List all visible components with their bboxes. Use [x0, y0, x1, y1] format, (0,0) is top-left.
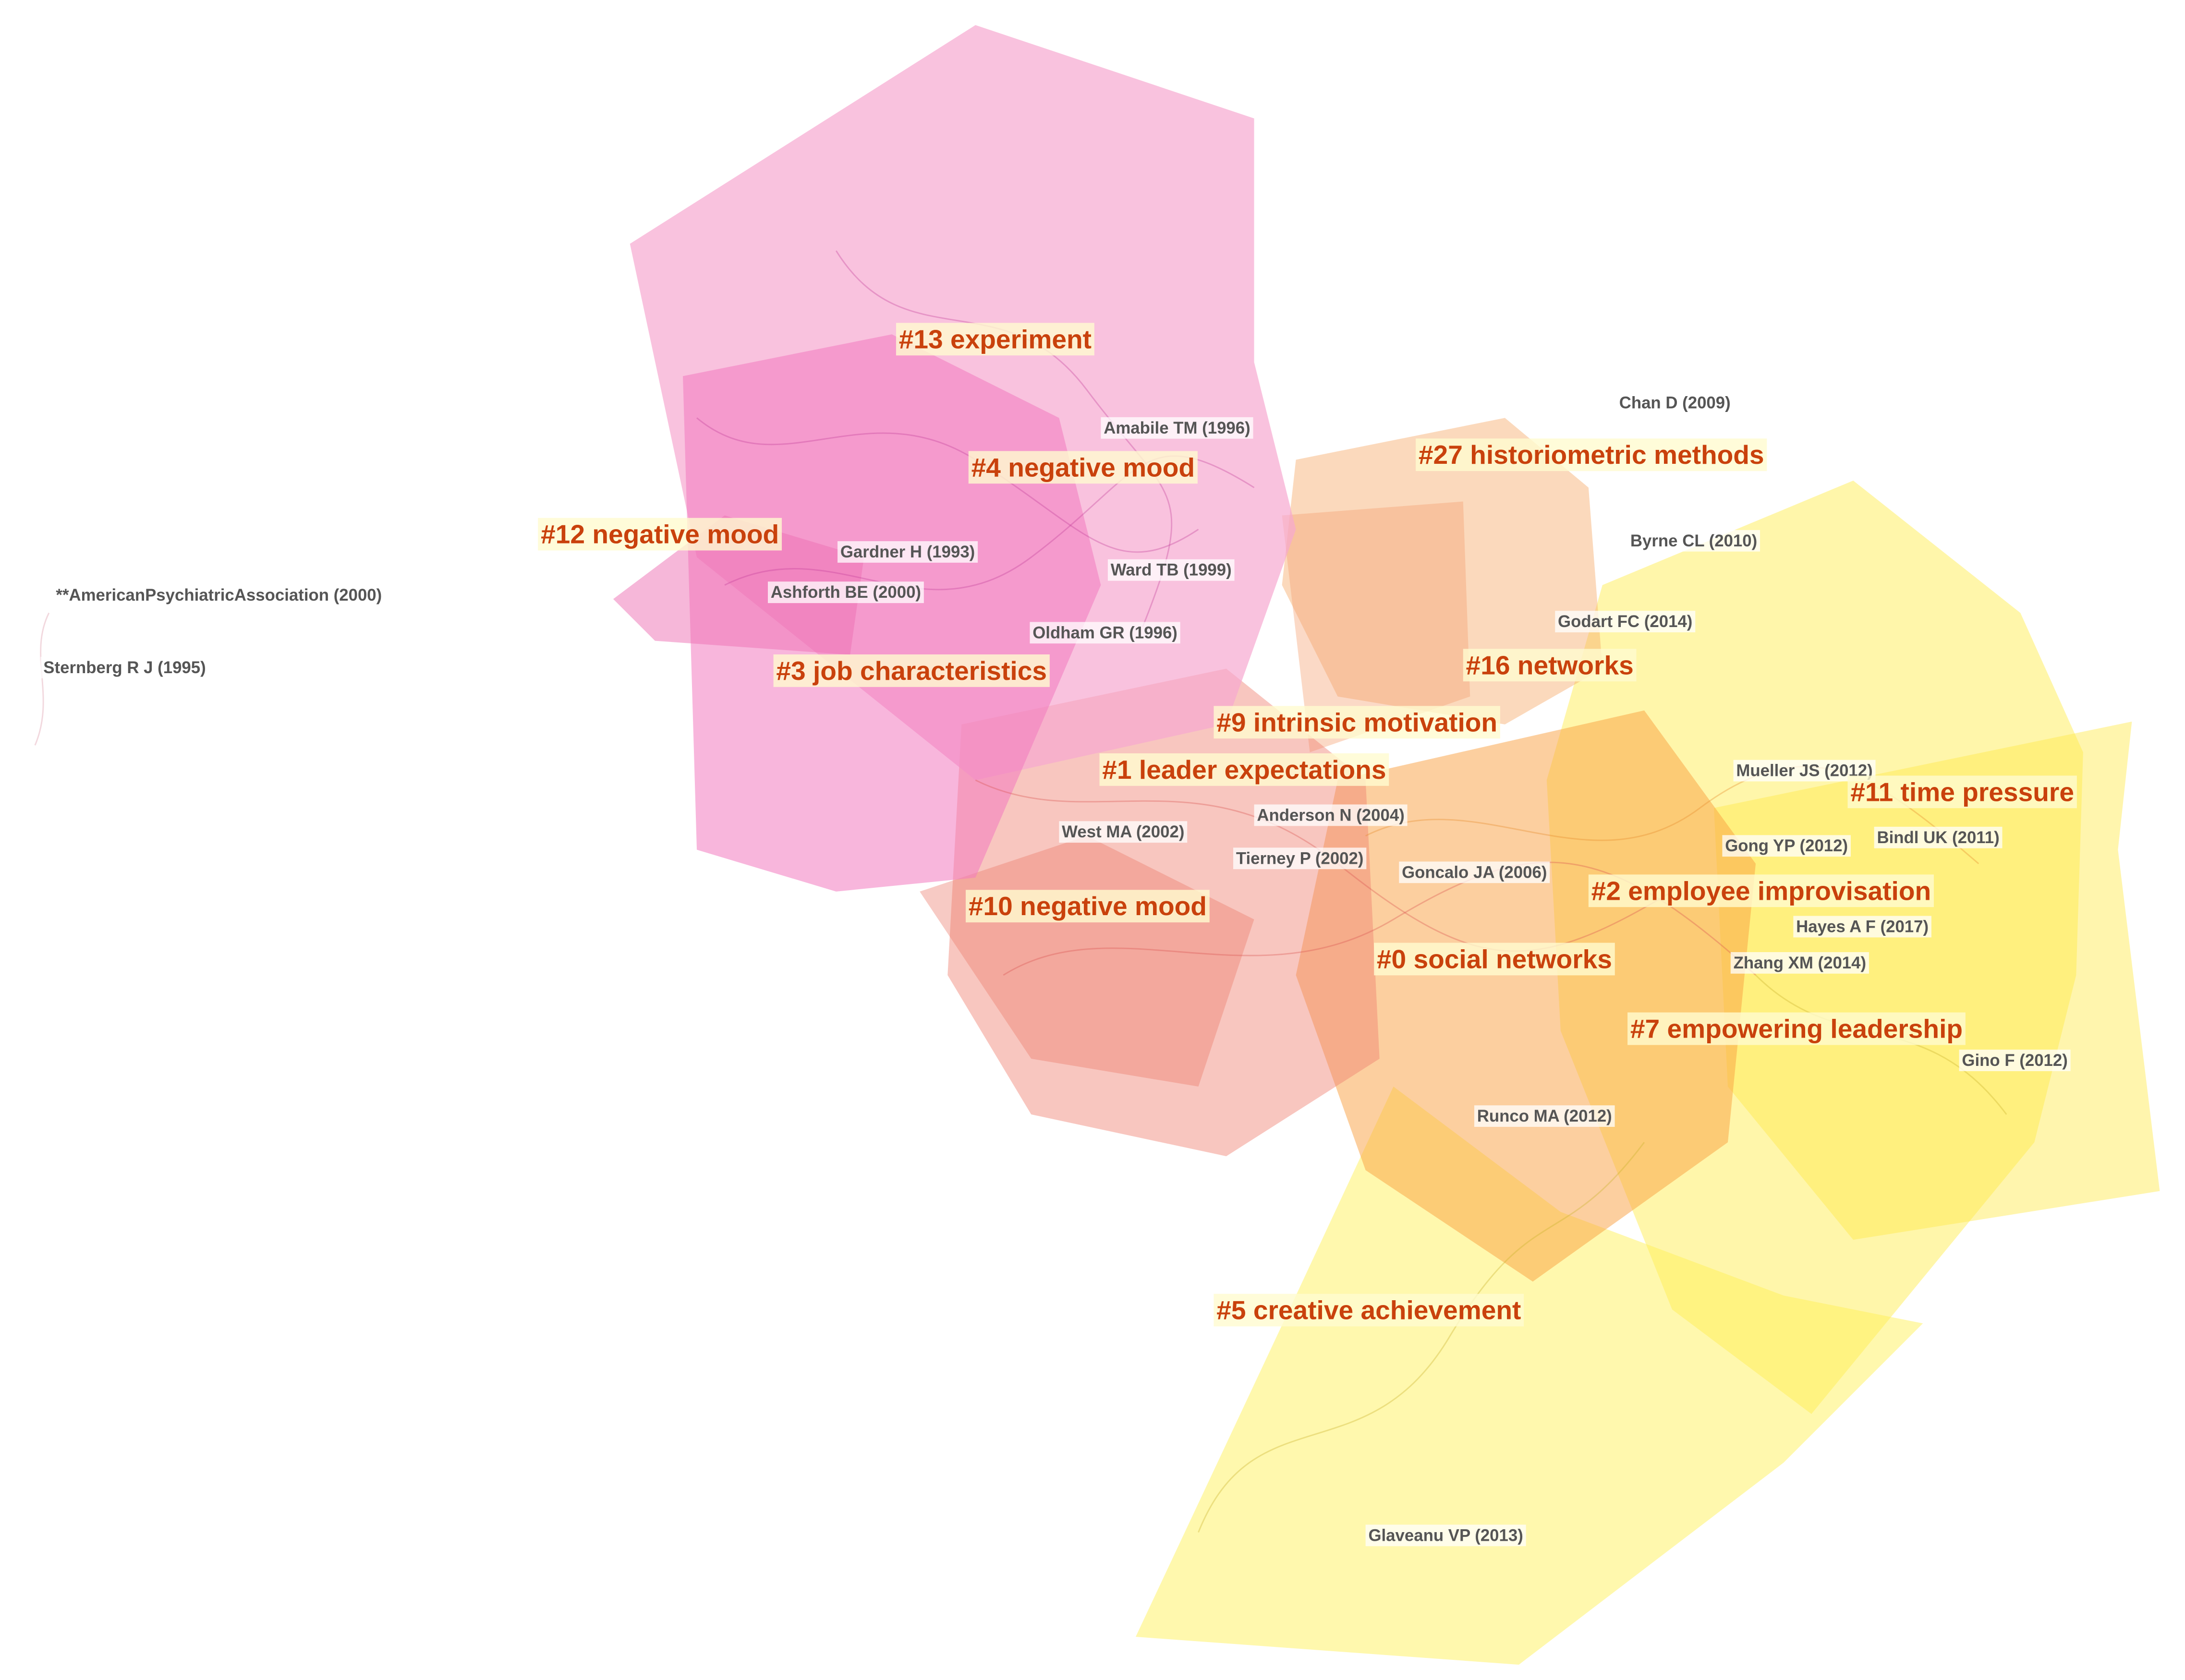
hull — [1135, 1087, 1923, 1665]
label-background — [1365, 1524, 1526, 1547]
label-background — [773, 654, 1050, 687]
label-background — [1793, 916, 1931, 938]
node-label: Glaveanu VP (2013) — [1368, 1526, 1523, 1545]
node-label: Ashforth BE (2000) — [771, 583, 921, 602]
cluster-label: #5 creative achievement — [1216, 1295, 1521, 1325]
label-background — [965, 890, 1210, 923]
node-label: Goncalo JA (2006) — [1402, 863, 1547, 882]
label-background — [1474, 1105, 1615, 1127]
label-background — [1874, 826, 2003, 848]
label-background — [838, 541, 978, 563]
label-background — [1059, 821, 1188, 843]
label-background — [1214, 1293, 1524, 1327]
node-label: Hayes A F (2017) — [1796, 917, 1929, 936]
cluster-labels: #13 experiment #4 negative mood #12 nega… — [538, 323, 2077, 1327]
label-background — [40, 656, 209, 678]
hull — [1296, 710, 1756, 1282]
node-label: Gong YP (2012) — [1725, 836, 1848, 855]
cluster-label: #0 social networks — [1377, 944, 1612, 974]
cluster-label: #1 leader expectations — [1102, 755, 1386, 785]
label-background — [968, 451, 1198, 484]
label-background — [1627, 530, 1760, 552]
label-background — [1030, 622, 1180, 644]
label-background — [1233, 847, 1367, 870]
node-label: Byrne CL (2010) — [1630, 532, 1757, 550]
label-background — [1730, 952, 1869, 974]
label-background — [1847, 775, 2077, 809]
node-label: Godart FC (2014) — [1558, 612, 1692, 631]
label-background — [53, 584, 385, 606]
label-background — [1399, 861, 1550, 883]
node-label: Oldham GR (1996) — [1032, 623, 1177, 642]
label-background — [1463, 649, 1637, 682]
node-label: Sternberg R J (1995) — [43, 658, 206, 677]
node-label: West MA (2002) — [1062, 822, 1184, 841]
node-label: Tierney P (2002) — [1236, 849, 1364, 868]
label-background — [1416, 438, 1767, 471]
cluster-label: #12 negative mood — [541, 520, 779, 549]
cluster-label: #4 negative mood — [971, 452, 1195, 482]
label-background — [896, 323, 1094, 356]
label-background — [1627, 1012, 1966, 1045]
cluster-label: #13 experiment — [899, 324, 1092, 354]
cluster-label: #7 empowering leadership — [1630, 1014, 1963, 1044]
label-background — [1101, 417, 1253, 439]
label-background — [538, 518, 782, 551]
node-label: Ward TB (1999) — [1111, 561, 1232, 580]
link — [34, 612, 50, 746]
hull — [1546, 480, 2083, 1414]
node-label: Bindl UK (2011) — [1877, 828, 1999, 847]
node-label: Runco MA (2012) — [1477, 1107, 1612, 1125]
hull — [1282, 418, 1602, 725]
node-label: Chan D (2009) — [1619, 394, 1731, 412]
node-labels: Chan D (2009) Amabile TM (1996) Byrne CL… — [40, 392, 2071, 1547]
hull — [1282, 501, 1470, 752]
node-label: Zhang XM (2014) — [1734, 954, 1867, 972]
label-background — [1722, 835, 1851, 857]
label-background — [1254, 804, 1408, 826]
link — [835, 250, 1173, 628]
label-background — [1959, 1050, 2071, 1071]
label-background — [1555, 611, 1696, 632]
label-background — [767, 581, 924, 604]
cluster-label: #3 job characteristics — [776, 656, 1047, 686]
label-background — [1107, 559, 1235, 581]
label-background — [1616, 392, 1734, 414]
label-background — [1214, 706, 1500, 739]
label-background — [1374, 943, 1615, 976]
node-label: **AmericanPsychiatricAssociation (2000) — [56, 586, 382, 604]
node-label: Gino F (2012) — [1962, 1051, 2067, 1070]
cluster-label: #11 time pressure — [1850, 777, 2074, 807]
label-background — [1099, 753, 1389, 786]
cluster-label: #16 networks — [1466, 650, 1634, 680]
link — [1198, 1142, 1645, 1533]
cluster-label: #27 historiometric methods — [1419, 440, 1764, 470]
label-background — [1588, 874, 1934, 907]
node-label: Gardner H (1993) — [840, 543, 975, 561]
node-label: Anderson N (2004) — [1257, 806, 1404, 824]
cluster-label: #10 negative mood — [969, 891, 1207, 921]
cluster-label: #2 employee improvisation — [1591, 876, 1931, 906]
cluster-label: #9 intrinsic motivation — [1216, 707, 1497, 737]
node-label: Amabile TM (1996) — [1104, 419, 1250, 437]
hull — [613, 515, 864, 655]
